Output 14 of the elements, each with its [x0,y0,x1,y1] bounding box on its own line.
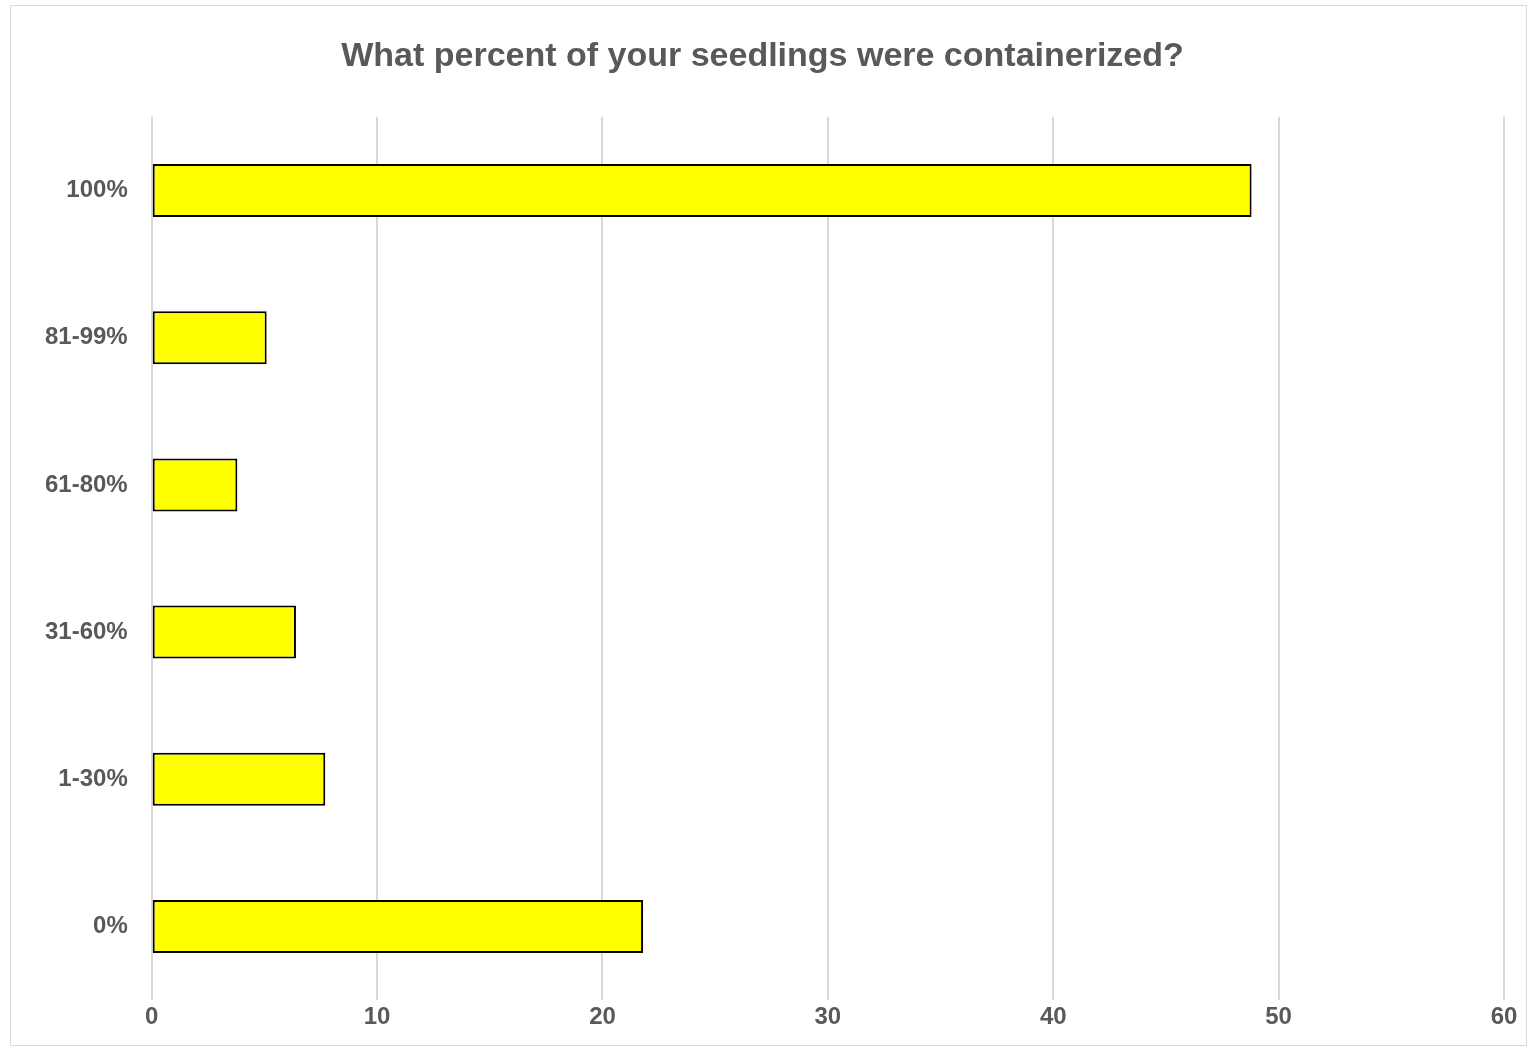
y-tick-label: 81-99% [44,322,128,350]
x-tick-label: 50 [1265,1002,1292,1030]
x-tick-label: 60 [1490,1002,1518,1030]
y-tick-label: 0% [93,911,128,939]
y-tick-label: 31-60% [44,616,128,644]
y-tick-label: 100% [66,175,128,203]
chart-title: What percent of your seedlings were containerized? [341,34,1184,73]
x-tick-label: 20 [589,1002,616,1030]
x-tick-label: 0 [145,1002,159,1030]
x-tick-label: 40 [1039,1002,1067,1030]
y-tick-label: 1-30% [58,763,128,791]
x-tick-label: 30 [814,1002,842,1030]
y-tick-label: 61-80% [44,469,128,497]
x-tick-label: 10 [363,1002,391,1030]
